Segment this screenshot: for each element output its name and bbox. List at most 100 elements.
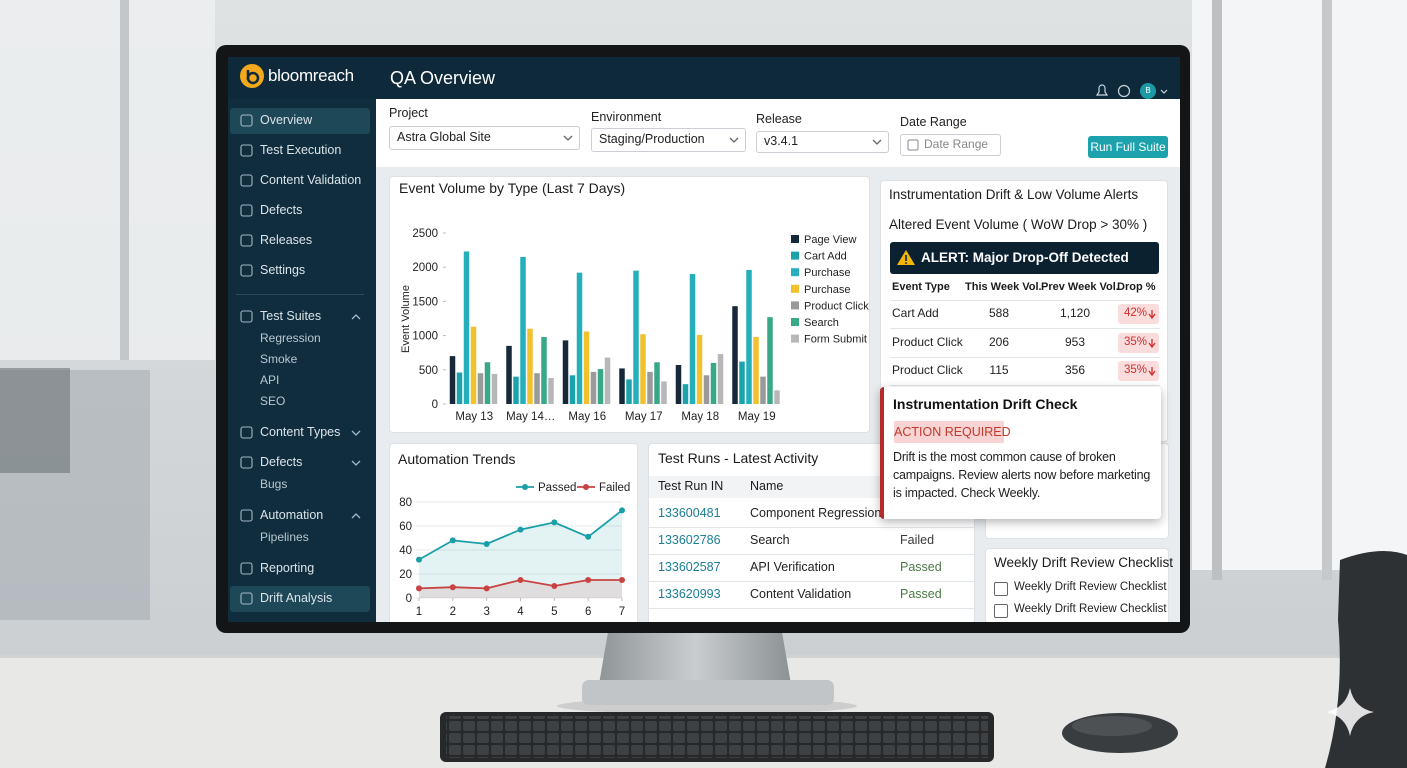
y-tick-label: 80 xyxy=(399,497,412,509)
chart-title: Automation Trends xyxy=(398,451,516,468)
filter-select[interactable] xyxy=(756,131,889,153)
bar xyxy=(597,369,604,404)
sidebar-item[interactable]: Content Types xyxy=(260,425,341,440)
bar xyxy=(689,274,696,404)
table-title: Test Runs - Latest Activity xyxy=(658,450,819,467)
run-button[interactable]: Run Full Suite xyxy=(1088,136,1168,158)
bar xyxy=(647,371,653,404)
filter-value: Staging/Production xyxy=(599,132,705,147)
sidebar-subitem[interactable]: Smoke xyxy=(260,352,298,367)
run-id[interactable]: 133602786 xyxy=(658,533,721,548)
row-separator xyxy=(890,300,1160,301)
checklist-item: Weekly Drift Review Checklist xyxy=(1014,602,1167,615)
bar xyxy=(746,269,752,404)
sidebar-item[interactable]: Drift Analysis xyxy=(260,591,333,606)
series-area xyxy=(419,580,622,598)
bar xyxy=(513,376,519,404)
filter-select[interactable] xyxy=(389,126,580,150)
checklist-title: Weekly Drift Review Checklist xyxy=(994,554,1174,570)
run-id[interactable]: 133620993 xyxy=(658,587,721,602)
legend-swatch xyxy=(791,251,799,260)
sidebar-item[interactable]: Defects xyxy=(260,455,303,470)
bar xyxy=(590,371,597,404)
filter-label: Date Range xyxy=(900,115,967,130)
bar xyxy=(576,272,583,404)
bar xyxy=(541,336,547,404)
sidebar-subitem[interactable]: Pipelines xyxy=(260,530,309,545)
keyboard-keys xyxy=(446,716,988,758)
page-title: QA Overview xyxy=(390,68,496,89)
filter-select[interactable] xyxy=(591,128,746,152)
point xyxy=(449,537,456,544)
checkbox[interactable] xyxy=(994,582,1008,596)
run-id[interactable]: 133600481 xyxy=(658,506,721,521)
sidebar-active xyxy=(230,586,370,612)
legend-label: Purchase xyxy=(804,267,850,279)
avatar[interactable]: B xyxy=(1140,83,1156,99)
run-name: Component Regression xyxy=(750,506,882,521)
drop-value: 35% xyxy=(1124,335,1148,348)
x-tick-label: May 16 xyxy=(568,411,606,423)
background-monitor xyxy=(0,368,70,473)
sidebar-subitem[interactable]: Regression xyxy=(260,331,321,346)
event-volume-chart: 0 500 1000 1500 2000 2500 Event Volume May 13 Ma… xyxy=(400,228,869,423)
legend-swatch xyxy=(791,268,799,277)
y-tick-label: 60 xyxy=(399,521,412,533)
cell: Cart Add xyxy=(892,306,939,321)
column-header: Drop % xyxy=(1117,280,1156,293)
bar xyxy=(654,362,660,404)
sidebar-item[interactable]: Content Validation xyxy=(260,173,362,188)
bar xyxy=(520,256,526,404)
sidebar-subitem[interactable]: SEO xyxy=(260,394,286,409)
run-id[interactable]: 133602587 xyxy=(658,560,721,575)
y-tick-label: 2000 xyxy=(412,262,438,274)
sidebar-item[interactable]: Releases xyxy=(260,233,313,248)
sidebar-item[interactable]: Overview xyxy=(260,113,313,128)
sidebar-item[interactable]: Reporting xyxy=(260,561,315,576)
sidebar-item[interactable]: Settings xyxy=(260,263,306,278)
bar xyxy=(569,375,576,404)
legend-label: Purchase xyxy=(804,284,850,296)
x-tick-label: May 14… xyxy=(506,411,555,423)
point xyxy=(416,556,422,563)
drop-value: 42% xyxy=(1124,306,1148,319)
filter-label: Release xyxy=(756,112,802,127)
monitor-base xyxy=(582,680,834,705)
bar xyxy=(583,331,590,404)
checkbox[interactable] xyxy=(994,604,1008,618)
y-tick-label: 40 xyxy=(399,545,412,557)
point xyxy=(416,585,422,592)
row-separator xyxy=(890,357,1160,358)
popup-body: Drift is the most common cause of broken… xyxy=(893,450,1151,500)
y-tick-label: 500 xyxy=(419,365,438,377)
y-axis-title: Event Volume xyxy=(400,285,412,353)
window xyxy=(1192,0,1407,570)
checklist-card xyxy=(985,548,1169,622)
window xyxy=(0,0,215,360)
series-area xyxy=(419,510,622,598)
checklist-item: Weekly Drift Review Checklist xyxy=(1014,580,1167,593)
sidebar-item[interactable]: Test Suites xyxy=(260,309,322,324)
legend-dot xyxy=(522,484,528,490)
bar xyxy=(506,345,512,404)
sidebar-subitem[interactable]: API xyxy=(260,373,280,388)
point xyxy=(483,541,490,547)
x-tick-label: May 17 xyxy=(625,411,663,423)
sidebar-item[interactable]: Test Execution xyxy=(260,143,342,158)
window-frame xyxy=(1322,0,1332,580)
filter-label: Project xyxy=(389,106,428,121)
sidebar-item[interactable]: Automation xyxy=(260,508,324,523)
bar xyxy=(470,326,477,404)
alerts-title: Instrumentation Drift & Low Volume Alert… xyxy=(889,186,1139,202)
x-tick-label: 1 xyxy=(416,606,422,618)
bar xyxy=(703,375,710,404)
sidebar-subitem[interactable]: Bugs xyxy=(260,477,288,492)
filter-select[interactable] xyxy=(900,134,1001,156)
filter-value: Astra Global Site xyxy=(397,130,491,145)
row-separator xyxy=(649,608,974,609)
point xyxy=(483,585,490,592)
x-tick-label: May 19 xyxy=(738,411,776,423)
sidebar xyxy=(228,99,376,622)
point xyxy=(551,519,558,526)
sidebar-item[interactable]: Defects xyxy=(260,203,303,218)
